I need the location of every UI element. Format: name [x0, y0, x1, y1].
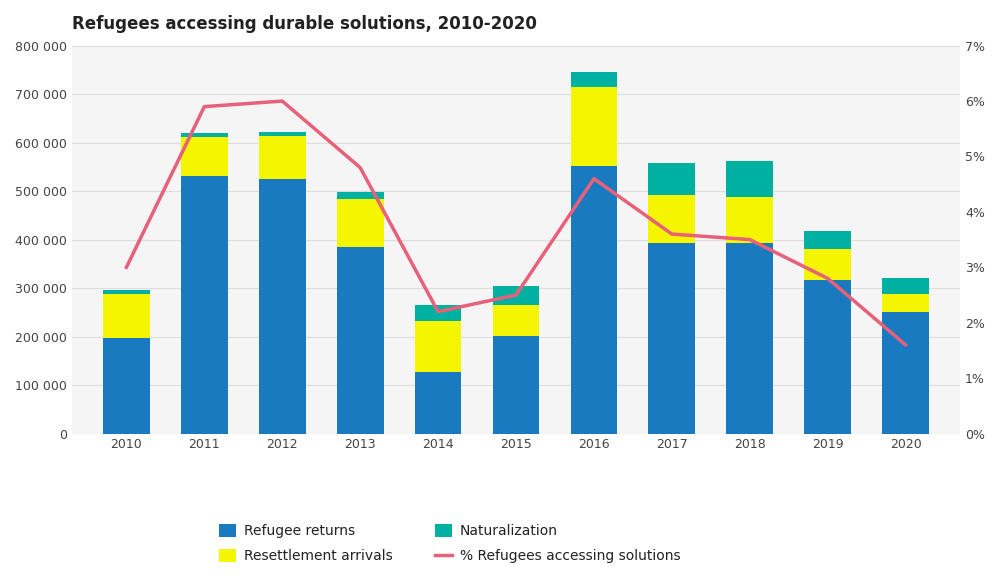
Bar: [804, 231, 851, 250]
Bar: [882, 294, 929, 312]
% Refugees accessing solutions: [198, 103, 210, 110]
Bar: [337, 247, 384, 434]
Bar: [415, 321, 461, 373]
Bar: [259, 178, 306, 434]
Bar: [726, 160, 773, 197]
Bar: [103, 290, 150, 294]
Bar: [804, 280, 851, 434]
Bar: [571, 87, 617, 166]
Bar: [259, 136, 306, 178]
Bar: [648, 195, 695, 243]
Bar: [571, 166, 617, 434]
% Refugees accessing solutions: [822, 275, 834, 282]
Bar: [181, 175, 228, 434]
Bar: [493, 286, 539, 304]
Bar: [181, 138, 228, 175]
Text: Refugees accessing durable solutions, 2010-2020: Refugees accessing durable solutions, 20…: [72, 15, 537, 33]
Bar: [804, 250, 851, 280]
Bar: [493, 336, 539, 434]
Bar: [415, 373, 461, 434]
Bar: [337, 199, 384, 247]
Bar: [181, 134, 228, 138]
Bar: [103, 294, 150, 338]
% Refugees accessing solutions: [666, 230, 678, 237]
% Refugees accessing solutions: [510, 292, 522, 298]
% Refugees accessing solutions: [120, 264, 132, 271]
% Refugees accessing solutions: [744, 236, 756, 243]
Line: % Refugees accessing solutions: % Refugees accessing solutions: [126, 101, 906, 345]
% Refugees accessing solutions: [432, 308, 444, 315]
% Refugees accessing solutions: [900, 342, 912, 349]
Bar: [415, 305, 461, 321]
Bar: [648, 243, 695, 434]
% Refugees accessing solutions: [354, 164, 366, 171]
Bar: [726, 197, 773, 243]
% Refugees accessing solutions: [276, 97, 288, 104]
Legend: Refugee returns, Resettlement arrivals, Naturalization, % Refugees accessing sol: Refugee returns, Resettlement arrivals, …: [213, 517, 687, 570]
Bar: [337, 192, 384, 199]
Bar: [882, 279, 929, 294]
Bar: [571, 72, 617, 87]
Bar: [493, 304, 539, 336]
Bar: [103, 338, 150, 434]
Bar: [726, 243, 773, 434]
Bar: [259, 132, 306, 136]
% Refugees accessing solutions: [588, 175, 600, 182]
Bar: [882, 312, 929, 434]
Bar: [648, 163, 695, 195]
